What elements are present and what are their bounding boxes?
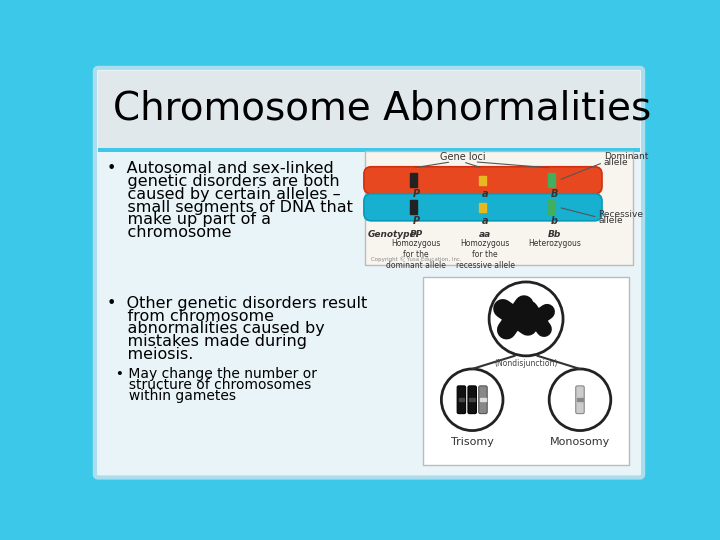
FancyBboxPatch shape xyxy=(98,71,640,150)
FancyBboxPatch shape xyxy=(364,167,602,194)
Text: from chromosome: from chromosome xyxy=(107,309,274,323)
Text: • May change the number or: • May change the number or xyxy=(107,367,318,381)
Text: Recessive: Recessive xyxy=(598,210,644,219)
Text: Genotype:: Genotype: xyxy=(367,231,420,239)
Bar xyxy=(410,200,417,214)
Text: aa: aa xyxy=(479,231,491,239)
Text: Homozygous
for the
recessive allele: Homozygous for the recessive allele xyxy=(456,239,515,270)
Text: Monosomy: Monosomy xyxy=(550,437,610,447)
Text: a: a xyxy=(482,189,489,199)
Text: mistakes made during: mistakes made during xyxy=(107,334,307,349)
FancyBboxPatch shape xyxy=(423,276,629,465)
Text: B: B xyxy=(551,189,558,199)
Text: Copyright © Yusa Education, Inc.: Copyright © Yusa Education, Inc. xyxy=(371,256,462,262)
Text: structure of chromosomes: structure of chromosomes xyxy=(107,378,312,392)
Bar xyxy=(480,398,486,401)
Bar xyxy=(479,202,486,212)
Bar xyxy=(479,176,486,185)
Text: b: b xyxy=(551,215,558,226)
Text: Homozygous
for the
dominant allele: Homozygous for the dominant allele xyxy=(386,239,446,270)
Text: allele: allele xyxy=(604,158,629,167)
Text: genetic disorders are both: genetic disorders are both xyxy=(107,174,340,189)
Text: allele: allele xyxy=(598,215,623,225)
Text: Dominant: Dominant xyxy=(604,152,648,161)
Bar xyxy=(549,200,555,214)
Text: (Nondisjunction): (Nondisjunction) xyxy=(495,359,558,368)
Bar xyxy=(410,173,417,187)
Text: P: P xyxy=(413,215,420,226)
Text: caused by certain alleles –: caused by certain alleles – xyxy=(107,187,341,202)
Text: Chromosome Abnormalities: Chromosome Abnormalities xyxy=(113,90,652,127)
FancyBboxPatch shape xyxy=(95,68,643,477)
Text: Bb: Bb xyxy=(548,231,562,239)
Text: abnormalities caused by: abnormalities caused by xyxy=(107,321,325,336)
Text: P: P xyxy=(413,189,420,199)
Text: chromosome: chromosome xyxy=(107,225,232,240)
FancyBboxPatch shape xyxy=(468,386,477,414)
Text: •  Other genetic disorders result: • Other genetic disorders result xyxy=(107,296,367,311)
Text: meiosis.: meiosis. xyxy=(107,347,194,362)
Bar xyxy=(549,173,555,187)
Bar xyxy=(469,398,475,401)
Text: make up part of a: make up part of a xyxy=(107,212,271,227)
Text: Trisomy: Trisomy xyxy=(451,437,494,447)
FancyBboxPatch shape xyxy=(98,148,640,152)
Text: Heterozygous: Heterozygous xyxy=(528,239,581,248)
FancyBboxPatch shape xyxy=(364,194,602,221)
Text: within gametes: within gametes xyxy=(107,389,236,403)
Text: Gene loci: Gene loci xyxy=(440,152,486,163)
FancyBboxPatch shape xyxy=(479,386,487,414)
Text: PP: PP xyxy=(410,231,423,239)
Text: •  Autosomal and sex-linked: • Autosomal and sex-linked xyxy=(107,161,334,176)
Text: small segments of DNA that: small segments of DNA that xyxy=(107,200,353,214)
Text: a: a xyxy=(482,215,489,226)
Bar xyxy=(459,398,464,401)
Bar xyxy=(577,398,582,401)
FancyBboxPatch shape xyxy=(576,386,584,414)
FancyBboxPatch shape xyxy=(457,386,466,414)
FancyBboxPatch shape xyxy=(365,151,633,265)
